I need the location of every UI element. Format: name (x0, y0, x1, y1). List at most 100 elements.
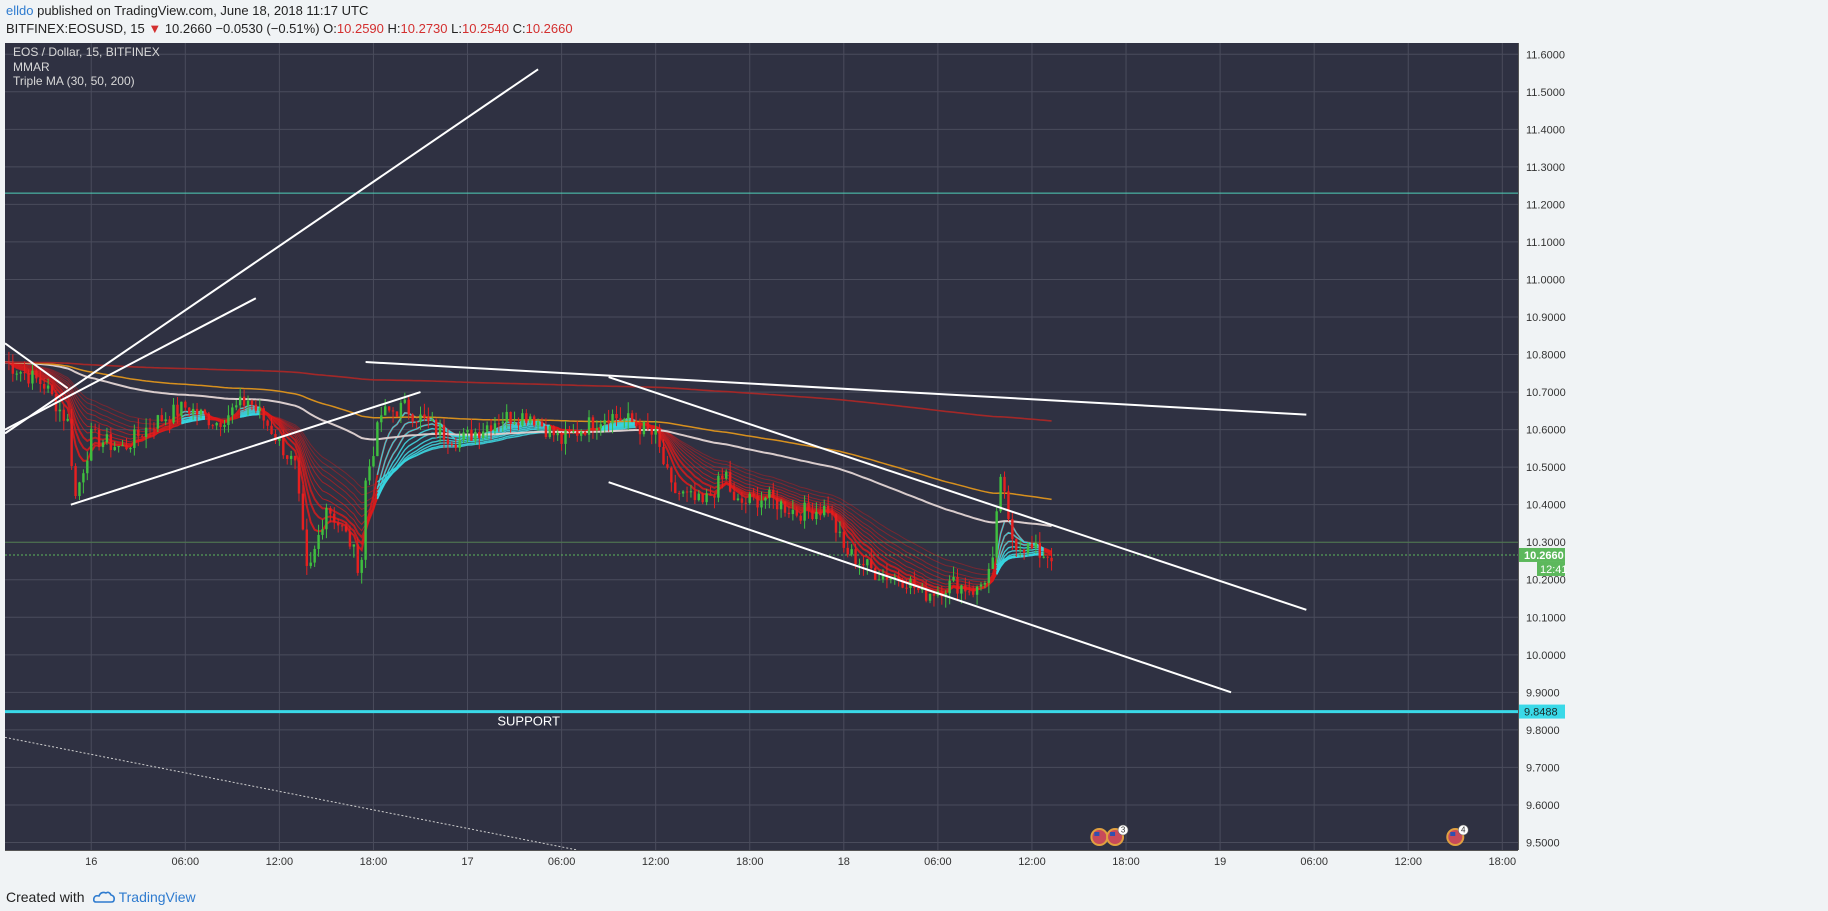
candle-body (873, 568, 877, 581)
candle-body (529, 416, 532, 423)
candle-body (517, 422, 520, 426)
candle-body (254, 404, 258, 411)
candle-body (1007, 491, 1010, 520)
price-change: −0.0530 (−0.51%) (215, 21, 320, 36)
candle-body (799, 515, 802, 521)
symbol-ohlc-line: BITFINEX:EOSUSD, 15 ▼ 10.2660 −0.0530 (−… (6, 21, 573, 36)
candle-body (380, 415, 383, 423)
candle-body (15, 373, 18, 375)
countdown-tag (1537, 561, 1565, 576)
candle-body (775, 497, 779, 510)
candle-body (289, 455, 293, 459)
candle-body (297, 460, 301, 494)
price-tick-label: 10.8000 (1526, 350, 1566, 362)
candle-body (250, 400, 254, 405)
candle-body (587, 417, 591, 435)
plot-area[interactable] (5, 43, 1518, 850)
candle-body (881, 574, 885, 580)
candle-body (1038, 542, 1042, 558)
candle-body (156, 415, 160, 429)
candle-body (474, 431, 477, 441)
candle-body (501, 421, 505, 424)
trendline (365, 361, 1307, 416)
candle-body (619, 418, 622, 421)
candle-body (615, 413, 618, 419)
candle-body (399, 402, 403, 417)
candle-body (278, 437, 281, 441)
trendline-drawings[interactable] (5, 68, 1307, 851)
price-tick-label: 9.6000 (1526, 800, 1560, 812)
time-tick-label: 12:00 (266, 856, 294, 868)
candle-body (133, 429, 136, 448)
tradingview-logo[interactable]: TradingView (92, 889, 196, 905)
candle-body (630, 413, 634, 422)
candle-body (607, 420, 610, 424)
candle-body (783, 501, 787, 513)
candle-body (152, 428, 156, 430)
candle-body (446, 439, 450, 444)
candle-body (525, 413, 528, 423)
candle-body (956, 576, 959, 594)
candle-body (313, 548, 316, 563)
candle-body (90, 428, 93, 461)
high-value: 10.2730 (400, 21, 448, 36)
horizontal-levels: SUPPORT (5, 192, 1518, 729)
candle-body (223, 424, 226, 427)
candle-body (62, 409, 66, 421)
candle-body (78, 482, 81, 497)
current-price-label: 10.2660 (1524, 550, 1564, 562)
candle-body (768, 489, 771, 498)
candle-body (803, 502, 806, 521)
candle-body (674, 482, 677, 494)
candle-body (301, 493, 305, 530)
price-axis[interactable]: 11.6000 11.5000 11.4000 11.3000 11.2000 11.10… (1518, 43, 1823, 874)
candle-body (975, 586, 979, 595)
candle-body (979, 584, 983, 587)
candle-body (689, 491, 693, 493)
candle-body (333, 513, 336, 523)
candle-body (450, 443, 454, 445)
candle-body (384, 406, 387, 416)
trendline (608, 481, 1232, 694)
close-value: 10.2660 (525, 21, 573, 36)
candle-body (109, 434, 113, 450)
time-tick-label: 06:00 (548, 856, 576, 868)
candle-body (858, 563, 861, 565)
candle-body (235, 405, 238, 408)
candle-body (721, 475, 724, 479)
candle-body (658, 429, 661, 447)
candle-body (70, 418, 73, 467)
published-text: published on TradingView.com, June 18, 2… (37, 3, 369, 18)
candle-body (184, 401, 187, 408)
support-price-tag (1519, 704, 1565, 719)
time-axis[interactable]: 16 06:00 12:00 18:00 17 06:00 12:00 18:00 18 06:0… (5, 850, 1518, 874)
triple-ma-line (5, 361, 1052, 422)
candle-body (552, 426, 555, 436)
candle-body (258, 408, 261, 411)
candle-body (172, 404, 175, 423)
candle-body (86, 460, 89, 474)
cloud-icon (92, 891, 115, 903)
candle-body (560, 433, 563, 444)
last-price: 10.2660 (164, 21, 212, 36)
candle-body (576, 431, 579, 436)
price-axis-bg (1518, 43, 1823, 874)
candle-body (595, 428, 599, 430)
candle-body (709, 493, 712, 496)
candle-body (913, 578, 916, 589)
candle-body (893, 576, 896, 578)
author-link[interactable]: elldo (6, 3, 34, 18)
candle-body (242, 396, 246, 406)
candle-body (11, 363, 15, 374)
candle-body (897, 576, 900, 582)
candle-body (999, 476, 1002, 512)
candle-body (646, 422, 650, 430)
candle-body (478, 431, 481, 439)
candle-body (481, 431, 485, 439)
price-tick-label: 11.1000 (1526, 237, 1565, 249)
candle-body (725, 471, 728, 479)
candle-body (423, 414, 426, 418)
us-flag-icon (1090, 828, 1109, 846)
candle-body (968, 591, 971, 593)
